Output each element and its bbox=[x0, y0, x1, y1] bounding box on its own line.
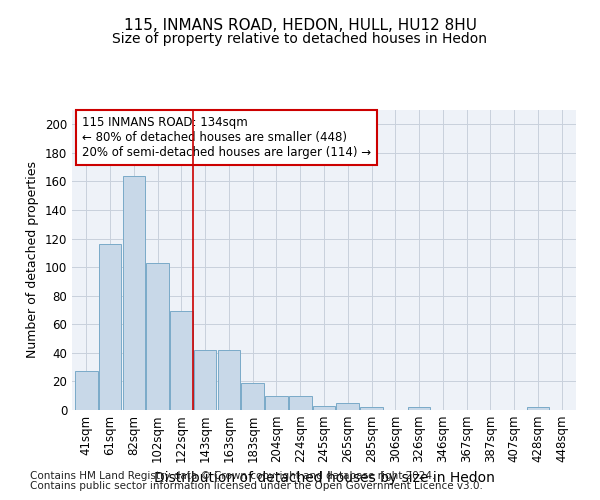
Y-axis label: Number of detached properties: Number of detached properties bbox=[26, 162, 39, 358]
Text: Contains public sector information licensed under the Open Government Licence v3: Contains public sector information licen… bbox=[30, 481, 483, 491]
Bar bbox=[313, 406, 335, 410]
Text: 115 INMANS ROAD: 134sqm
← 80% of detached houses are smaller (448)
20% of semi-d: 115 INMANS ROAD: 134sqm ← 80% of detache… bbox=[82, 116, 371, 159]
Bar bbox=[360, 407, 383, 410]
Bar bbox=[289, 396, 311, 410]
Bar bbox=[527, 407, 549, 410]
Text: 115, INMANS ROAD, HEDON, HULL, HU12 8HU: 115, INMANS ROAD, HEDON, HULL, HU12 8HU bbox=[124, 18, 476, 32]
Text: Size of property relative to detached houses in Hedon: Size of property relative to detached ho… bbox=[113, 32, 487, 46]
Bar bbox=[265, 396, 288, 410]
Bar bbox=[194, 350, 217, 410]
Bar bbox=[99, 244, 121, 410]
X-axis label: Distribution of detached houses by size in Hedon: Distribution of detached houses by size … bbox=[154, 471, 494, 485]
Bar bbox=[408, 407, 430, 410]
Bar bbox=[75, 372, 98, 410]
Text: Contains HM Land Registry data © Crown copyright and database right 2024.: Contains HM Land Registry data © Crown c… bbox=[30, 471, 436, 481]
Bar bbox=[337, 403, 359, 410]
Bar bbox=[146, 263, 169, 410]
Bar bbox=[241, 383, 264, 410]
Bar bbox=[218, 350, 240, 410]
Bar bbox=[170, 312, 193, 410]
Bar bbox=[122, 176, 145, 410]
